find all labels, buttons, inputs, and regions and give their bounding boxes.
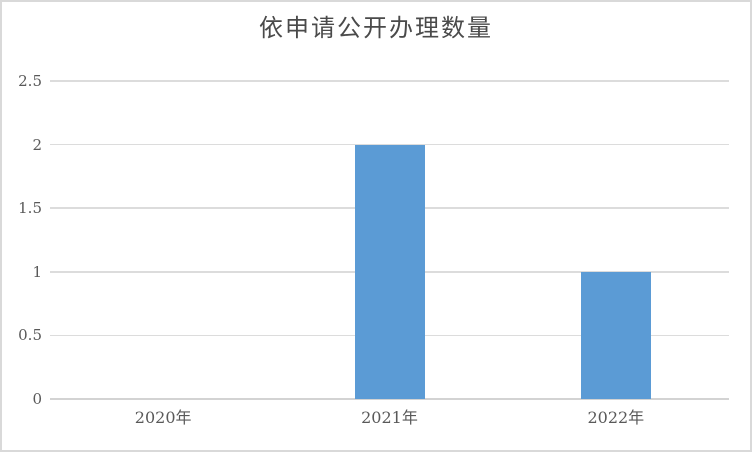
bar: [354, 144, 425, 399]
gridline: [50, 143, 729, 146]
y-tick-label: 2: [32, 135, 42, 154]
y-axis-labels: 0 0.5 1 1.5 2 2.5: [2, 2, 42, 450]
x-axis-labels: 2020年 2021年 2022年: [50, 407, 729, 431]
x-axis-line: [50, 398, 729, 400]
gridline: [50, 80, 729, 82]
y-tick-label: 2.5: [18, 72, 42, 90]
x-tick-label: 2020年: [134, 408, 192, 427]
bar: [580, 271, 651, 399]
y-tick-label: 0: [32, 390, 42, 408]
y-tick-label: 1.5: [18, 199, 42, 218]
y-tick-label: 1: [32, 262, 42, 281]
plot-area: [50, 80, 729, 400]
chart-title: 依申请公开办理数量: [259, 14, 493, 42]
x-tick-label: 2022年: [587, 408, 645, 427]
x-tick-label: 2021年: [361, 408, 418, 427]
y-tick-label: 0.5: [18, 326, 42, 345]
